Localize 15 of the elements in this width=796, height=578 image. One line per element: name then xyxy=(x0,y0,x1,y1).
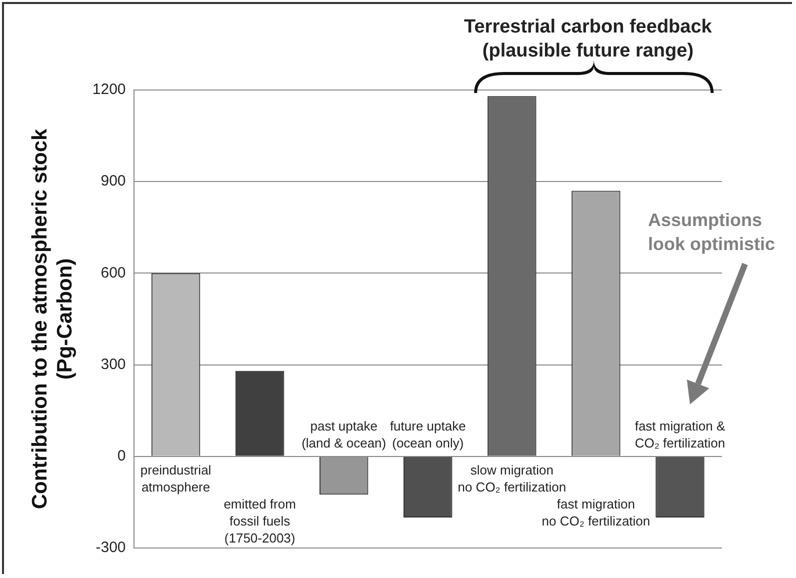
x-tick-label: emitted from fossil fuels (1750-2003) xyxy=(224,496,296,546)
x-tick-label: fast migration & CO₂ fertilization xyxy=(634,418,726,450)
y-tick-label: 600 xyxy=(100,264,126,282)
y-tick-label: 900 xyxy=(100,172,126,190)
y-tick-label: 1200 xyxy=(92,81,126,98)
x-tick-label: future uptake (ocean only) xyxy=(390,418,466,450)
y-tick-label: -300 xyxy=(96,539,126,556)
x-tick-label: preindustrial atmosphere xyxy=(140,462,212,494)
text: Terrestrial carbon feedback (plausible future range) xyxy=(464,16,712,62)
annotation: Assumptions look optimistic xyxy=(648,210,776,254)
y-tick-label: 0 xyxy=(117,448,126,465)
y-axis-title: Contribution to the atmospheric stock (Pg-Carbon) xyxy=(28,128,77,510)
y-tick-label: 300 xyxy=(100,356,126,373)
x-tick-label: past uptake (land & ocean) xyxy=(302,418,386,450)
x-tick-label: fast migration no CO₂ fertilization xyxy=(542,496,650,528)
